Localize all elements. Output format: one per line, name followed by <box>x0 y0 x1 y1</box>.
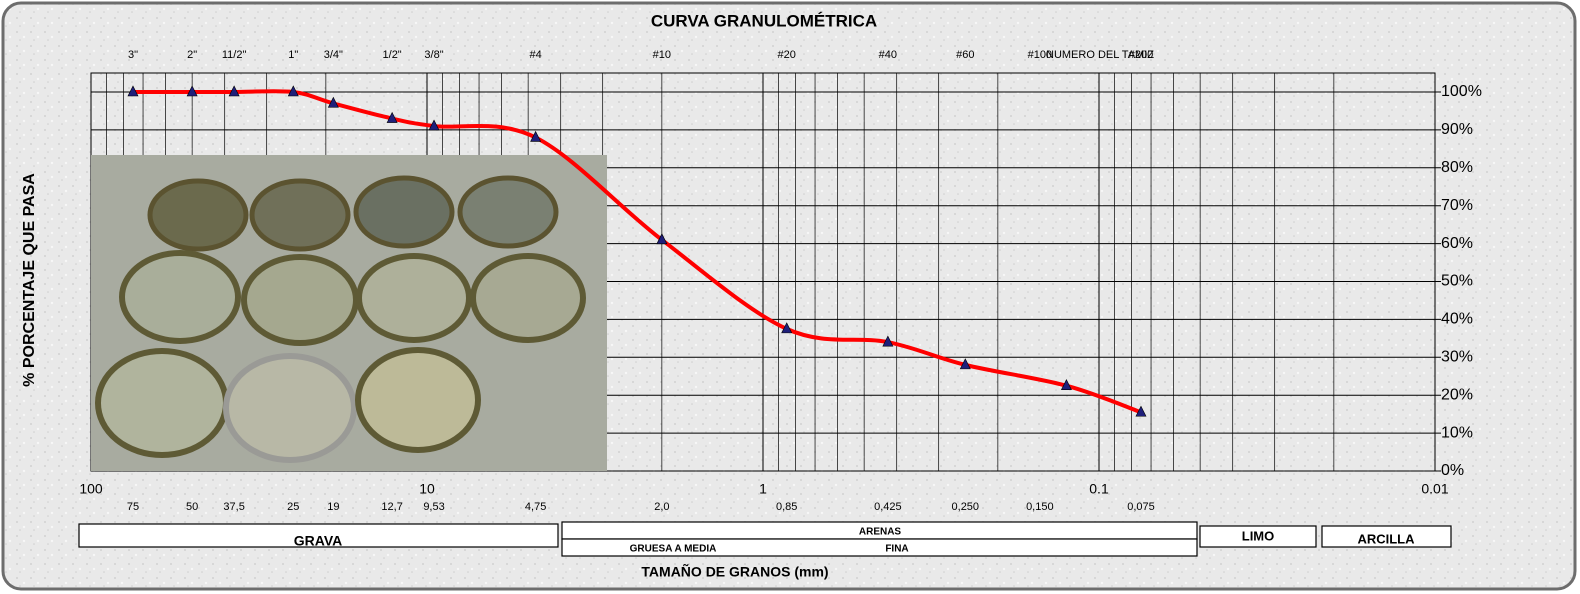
y-tick-label: 20% <box>1441 386 1473 403</box>
sieve-size: 9,53 <box>423 501 444 513</box>
sieve-name: 1/2" <box>383 49 402 61</box>
chart-title: CURVA GRANULOMÉTRICA <box>651 11 877 30</box>
y-tick-label: 100% <box>1441 83 1482 100</box>
sieve-name: 11/2" <box>222 49 247 61</box>
y-tick-label: 30% <box>1441 349 1473 366</box>
photo-placeholder <box>91 155 607 471</box>
sieve-size: 12,7 <box>381 501 402 513</box>
sieve-size: 0,425 <box>874 501 902 513</box>
sieve-size: 75 <box>127 501 139 513</box>
sieve-name: 1" <box>288 49 298 61</box>
x-tick-label: 1 <box>759 481 767 497</box>
sieve-size: 0,075 <box>1127 501 1155 513</box>
x-tick-label: 0.01 <box>1421 481 1448 497</box>
sieve-size: 0,150 <box>1026 501 1054 513</box>
sieve-size: 37,5 <box>223 501 244 513</box>
y-tick-label: 90% <box>1441 121 1473 138</box>
sieve-name: #100 <box>1028 49 1052 61</box>
sieve-size: 50 <box>186 501 198 513</box>
y-tick-label: 50% <box>1441 273 1473 290</box>
sieve-name: 3/8" <box>424 49 443 61</box>
y-axis-title: % PORCENTAJE QUE PASA <box>21 173 38 387</box>
y-tick-label: 40% <box>1441 311 1473 328</box>
soil-class: ARENAS <box>859 527 902 538</box>
sieve-name: #40 <box>879 49 897 61</box>
sieve-name: 2" <box>187 49 197 61</box>
y-tick-label: 80% <box>1441 159 1473 176</box>
x-tick-label: 100 <box>79 481 103 497</box>
y-tick-label: 70% <box>1441 197 1473 214</box>
sieve-size: 2,0 <box>654 501 669 513</box>
sieve-name: #200 <box>1129 49 1153 61</box>
chart: CURVA GRANULOMÉTRICA NUMERO DEL TAMIZ % … <box>0 0 1580 594</box>
soil-class: ARCILLA <box>1357 531 1415 546</box>
sieve-size: 0,85 <box>776 501 797 513</box>
sieve-name: #4 <box>530 49 542 61</box>
x-tick-label: 0.1 <box>1089 481 1109 497</box>
sieve-name: #20 <box>778 49 796 61</box>
sieve-name: #60 <box>956 49 974 61</box>
soil-class: GRUESA A MEDIA <box>630 544 717 555</box>
sieve-size: 4,75 <box>525 501 546 513</box>
sieve-size: 0,250 <box>952 501 980 513</box>
soil-class: FINA <box>885 544 908 555</box>
sieve-size: 25 <box>287 501 299 513</box>
y-tick-label: 60% <box>1441 235 1473 252</box>
sieve-name: 3/4" <box>324 49 343 61</box>
page: CURVA GRANULOMÉTRICA NUMERO DEL TAMIZ % … <box>0 0 1580 594</box>
y-tick-label: 0% <box>1441 462 1464 479</box>
y-tick-label: 10% <box>1441 424 1473 441</box>
sieve-name: #10 <box>653 49 671 61</box>
sieve-size: 19 <box>327 501 339 513</box>
x-axis-title: TAMAÑO DE GRANOS (mm) <box>641 563 828 580</box>
soil-class: GRAVA <box>294 533 342 549</box>
soil-class: LIMO <box>1242 528 1275 543</box>
x-tick-label: 10 <box>419 481 435 497</box>
sieve-name: 3" <box>128 49 138 61</box>
